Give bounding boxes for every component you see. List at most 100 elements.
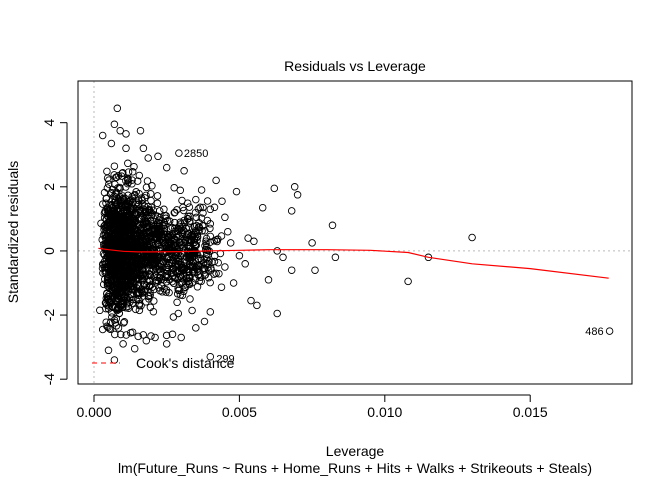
data-point <box>119 293 128 301</box>
data-point <box>250 237 258 246</box>
data-point <box>106 261 115 269</box>
data-point <box>135 215 144 223</box>
x-tick-label: 0.000 <box>76 404 111 420</box>
data-point <box>199 203 207 212</box>
data-point <box>170 209 179 217</box>
data-point <box>106 189 115 198</box>
data-point <box>404 277 412 286</box>
data-point <box>126 208 135 217</box>
data-point <box>121 261 130 269</box>
data-point <box>138 200 146 208</box>
data-point <box>118 233 126 241</box>
data-point <box>605 327 614 335</box>
data-point <box>119 169 127 177</box>
data-point <box>109 303 117 312</box>
data-point <box>107 139 116 148</box>
data-point <box>153 253 162 262</box>
data-point <box>226 239 235 247</box>
data-point <box>290 183 299 191</box>
data-point <box>103 290 111 298</box>
data-point <box>179 206 188 215</box>
x-tick-label: 0.015 <box>513 404 548 420</box>
data-point <box>175 258 183 266</box>
data-point <box>203 216 212 225</box>
data-point <box>134 332 142 341</box>
data-point <box>108 236 117 244</box>
data-point <box>138 267 146 275</box>
data-point <box>139 144 148 153</box>
data-point <box>145 292 153 300</box>
data-point <box>130 191 139 200</box>
data-point <box>144 154 152 162</box>
data-point <box>186 250 194 258</box>
data-point <box>124 168 133 176</box>
data-point <box>147 196 155 205</box>
data-point <box>244 234 252 242</box>
data-point <box>196 203 204 212</box>
data-point <box>210 203 219 212</box>
data-point <box>147 226 156 234</box>
data-point <box>122 257 131 266</box>
data-point <box>98 325 107 334</box>
data-point <box>148 224 157 233</box>
data-point <box>200 317 209 326</box>
data-point <box>184 277 192 286</box>
data-point <box>124 210 132 219</box>
data-point <box>169 238 177 246</box>
data-point <box>137 226 146 234</box>
data-point <box>206 278 214 287</box>
data-point <box>115 289 124 297</box>
data-point <box>331 253 340 262</box>
data-point <box>127 239 135 247</box>
data-point <box>160 233 169 242</box>
y-tick-label: -4 <box>41 373 57 386</box>
data-point <box>139 331 148 339</box>
data-point <box>102 294 111 302</box>
data-point <box>136 126 145 135</box>
data-point <box>142 183 151 192</box>
data-point <box>119 280 127 288</box>
data-point <box>171 252 179 260</box>
data-point <box>162 340 171 348</box>
data-point <box>197 186 206 194</box>
data-point <box>217 283 226 291</box>
chart-subtitle: lm(Future_Runs ~ Runs + Home_Runs + Hits… <box>118 460 592 476</box>
data-point <box>170 183 178 192</box>
data-point <box>308 239 316 247</box>
data-point <box>206 205 215 214</box>
data-point <box>111 195 119 204</box>
data-point <box>115 261 124 270</box>
data-point <box>200 264 209 273</box>
data-point <box>185 277 193 285</box>
data-point <box>125 268 134 277</box>
data-point <box>116 265 124 273</box>
data-point <box>279 253 287 262</box>
data-point <box>173 290 182 298</box>
data-point <box>105 250 113 258</box>
data-point <box>115 309 123 318</box>
data-point <box>105 270 113 278</box>
data-point <box>169 313 178 321</box>
data-point <box>128 240 137 249</box>
y-tick-label: -2 <box>41 309 57 322</box>
data-point <box>197 277 205 286</box>
data-point <box>192 262 201 270</box>
smooth-curve <box>98 247 609 279</box>
data-point <box>174 309 183 318</box>
data-point <box>113 104 122 113</box>
data-point <box>214 258 222 267</box>
data-point <box>168 330 177 339</box>
point-label: 486 <box>585 326 603 338</box>
x-axis: 0.000 0.005 0.010 0.015 <box>76 394 548 420</box>
data-point <box>142 191 150 200</box>
data-point <box>208 258 216 267</box>
data-point <box>110 240 119 248</box>
data-point <box>157 275 166 284</box>
data-point <box>204 266 213 275</box>
point-labels: 2850 299 486 <box>184 148 604 366</box>
data-point <box>468 233 476 242</box>
data-point <box>155 224 163 233</box>
data-point <box>186 295 194 303</box>
data-point <box>133 243 141 251</box>
data-point <box>287 266 296 274</box>
